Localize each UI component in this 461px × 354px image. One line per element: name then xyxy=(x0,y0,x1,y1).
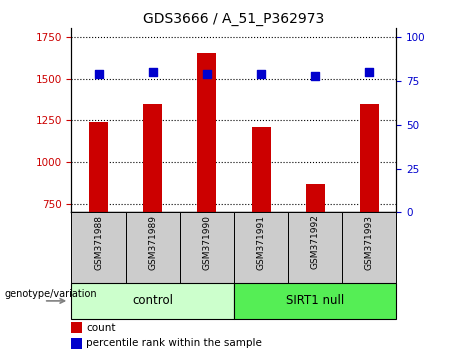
Point xyxy=(257,71,265,77)
Text: count: count xyxy=(86,322,116,332)
Text: genotype/variation: genotype/variation xyxy=(5,289,97,299)
Bar xyxy=(306,184,325,212)
Bar xyxy=(197,53,216,212)
Bar xyxy=(143,104,162,212)
Text: GSM371992: GSM371992 xyxy=(311,215,320,269)
Point xyxy=(149,69,156,75)
Point xyxy=(203,71,211,77)
Text: GSM371991: GSM371991 xyxy=(256,215,266,269)
Bar xyxy=(288,212,342,283)
Bar xyxy=(71,283,234,319)
Bar xyxy=(89,122,108,212)
Bar xyxy=(71,338,82,349)
Bar xyxy=(180,212,234,283)
Bar xyxy=(71,212,125,283)
Point xyxy=(312,73,319,79)
Bar xyxy=(234,212,288,283)
Bar xyxy=(125,212,180,283)
Bar xyxy=(234,283,396,319)
Title: GDS3666 / A_51_P362973: GDS3666 / A_51_P362973 xyxy=(143,12,325,26)
Text: GSM371989: GSM371989 xyxy=(148,215,157,269)
Bar xyxy=(360,104,379,212)
Point xyxy=(95,71,102,77)
Bar xyxy=(71,322,82,333)
Text: percentile rank within the sample: percentile rank within the sample xyxy=(86,338,262,348)
Text: GSM371988: GSM371988 xyxy=(94,215,103,269)
Bar xyxy=(342,212,396,283)
Text: control: control xyxy=(132,295,173,307)
Text: GSM371990: GSM371990 xyxy=(202,215,212,269)
Point xyxy=(366,69,373,75)
Bar xyxy=(252,127,271,212)
Text: GSM371993: GSM371993 xyxy=(365,215,374,269)
Text: SIRT1 null: SIRT1 null xyxy=(286,295,344,307)
